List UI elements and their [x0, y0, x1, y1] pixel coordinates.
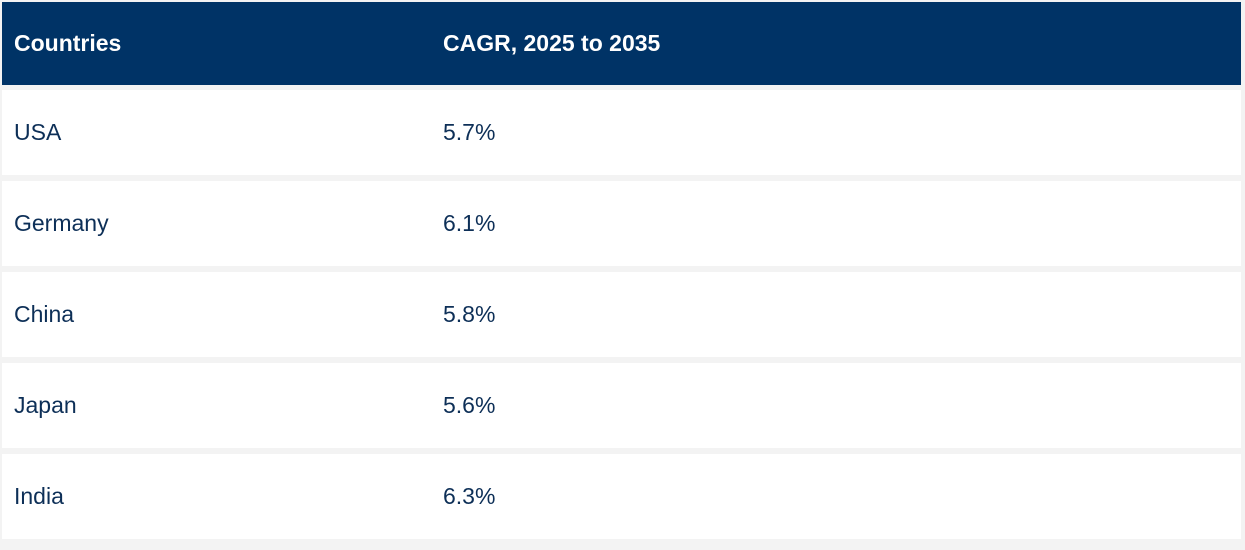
table-row: Germany 6.1% — [2, 181, 1241, 266]
cagr-cell: 6.1% — [443, 210, 496, 236]
table-row: China 5.8% — [2, 272, 1241, 357]
country-cell: Germany — [14, 210, 109, 236]
cagr-cell: 5.8% — [443, 301, 496, 327]
country-cell: USA — [14, 119, 62, 145]
table-header-row: Countries CAGR, 2025 to 2035 — [2, 2, 1241, 90]
table-row: India 6.3% — [2, 454, 1241, 539]
column-header-countries: Countries — [14, 30, 122, 56]
table-row: USA 5.7% — [2, 90, 1241, 175]
cagr-cell: 6.3% — [443, 483, 496, 509]
country-cell: India — [14, 483, 64, 509]
country-cell: China — [14, 301, 75, 327]
column-header-cagr: CAGR, 2025 to 2035 — [443, 30, 661, 56]
cagr-cell: 5.6% — [443, 392, 496, 418]
country-cell: Japan — [14, 392, 77, 418]
cagr-cell: 5.7% — [443, 119, 496, 145]
table-row: Japan 5.6% — [2, 363, 1241, 448]
